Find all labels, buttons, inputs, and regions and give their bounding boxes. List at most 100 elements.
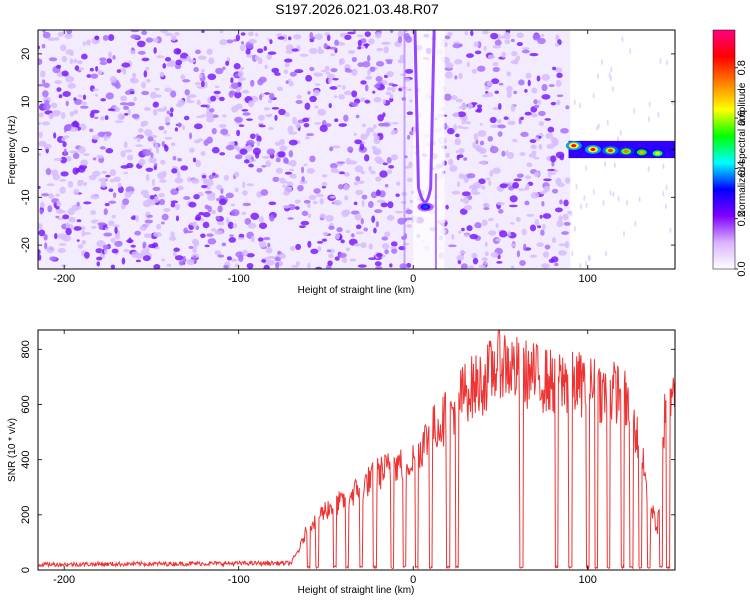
spectrogram-cell (255, 32, 259, 37)
spectrogram-cell (336, 84, 342, 88)
spectrogram-cell (215, 67, 224, 75)
spectrogram-cell (302, 117, 310, 123)
spectrogram-cell (99, 61, 108, 66)
spectrogram-cell (267, 99, 273, 104)
spectrogram-cell (149, 195, 155, 200)
spectrogram-cell (163, 106, 167, 111)
spectrogram-cell (306, 133, 315, 137)
spectrogram-cell (164, 87, 172, 93)
spectrogram-cell (152, 186, 161, 192)
spectrogram-cell (665, 184, 668, 191)
spectrogram-cell (247, 222, 257, 229)
snr-y-ticks: 0 200 400 600 800 (20, 340, 675, 573)
spectrogram-cell (521, 228, 527, 236)
spectrogram-cell (388, 165, 395, 169)
spectrogram-cell (174, 177, 184, 184)
spectrogram-y-tick-label: 20 (20, 48, 32, 60)
spectrogram-cell (575, 183, 578, 190)
spectrogram-cell (363, 227, 369, 232)
spectrogram-cell (466, 225, 473, 232)
spectrogram-cell (530, 144, 537, 150)
spectrogram-cell (278, 260, 283, 267)
spectrogram-cell (482, 154, 488, 158)
spectrogram-cell (261, 155, 271, 159)
spectrogram-cell (101, 170, 108, 174)
spectrogram-cell (284, 112, 290, 117)
spectrogram-cell (142, 255, 151, 262)
spectrogram-cell (386, 86, 392, 91)
spectrogram-cell (361, 123, 366, 128)
spectrogram-cell (148, 243, 156, 249)
spectrogram-cell (155, 147, 160, 154)
spectrogram-cell (601, 58, 604, 65)
spectrogram-cell (532, 33, 541, 41)
spectrogram-cell (206, 116, 215, 123)
spectrogram-cell (406, 88, 413, 92)
spectrogram-cell (268, 92, 275, 100)
spectrogram-cell (323, 42, 328, 50)
spectrogram-y-tick-label: -10 (20, 189, 32, 205)
spectrogram-cell (95, 65, 99, 72)
spectrogram-cell (329, 146, 334, 152)
spectrogram-cell (451, 234, 455, 240)
spectrogram-cell (357, 39, 362, 47)
spectrogram-cell (489, 116, 497, 124)
spectrogram-cell (287, 36, 292, 41)
spectrogram-cell (671, 99, 674, 106)
spectrogram-cell (344, 195, 349, 201)
spectrogram-cell (509, 195, 518, 203)
spectrogram-cell (387, 201, 394, 209)
spectrogram-cell (195, 49, 201, 55)
spectrogram-cell (264, 92, 270, 95)
spectrogram-cell (396, 181, 401, 186)
spectrogram-cell (329, 163, 338, 169)
spectrogram-cell (183, 227, 189, 234)
spectrogram-y-label: Frequency (Hz) (7, 116, 18, 185)
spectrogram-cell (180, 74, 186, 80)
spectrogram-cell (130, 30, 140, 33)
spectrogram-cell (73, 226, 82, 231)
spectrogram-cell (143, 107, 152, 111)
spectrogram-cell (457, 125, 464, 129)
spectrogram-cell (542, 251, 550, 258)
spectrogram-cell (542, 213, 552, 219)
spectrogram-cell (38, 223, 43, 230)
spectrogram-cell (139, 224, 148, 231)
spectrogram-cell (67, 180, 74, 188)
spectrogram-cell (249, 79, 255, 87)
spectrogram-cell (541, 73, 551, 81)
spectrogram-cell (175, 59, 183, 66)
spectrogram-cell (263, 264, 270, 269)
spectrogram-cell (213, 90, 221, 95)
spectrogram-cell (202, 174, 206, 179)
spectrogram-cell (41, 121, 51, 126)
spectrogram-cell (192, 221, 198, 229)
spectrogram-cell (239, 148, 248, 155)
spectrogram-cell (56, 87, 62, 92)
spectrogram-cell (144, 129, 153, 137)
spectrogram-cell (580, 203, 583, 210)
spectrogram-cell (234, 187, 239, 193)
spectrogram-cell (269, 39, 273, 44)
spectrogram-cell (90, 194, 100, 200)
spectrogram-cell (200, 151, 206, 156)
spectrogram-cell (292, 116, 297, 125)
spectrogram-cell (386, 214, 395, 221)
spectrogram-cell (503, 116, 509, 120)
spectrogram-cell (536, 134, 540, 138)
spectrogram-cell (390, 130, 396, 136)
spectrogram-cell (261, 259, 267, 263)
spectrogram-cell (39, 209, 44, 215)
spectrogram-cell (197, 138, 204, 142)
spectrogram-cell (284, 171, 292, 175)
spectrogram-cell (236, 129, 241, 137)
spectrogram-cell (487, 217, 494, 222)
spectrogram-cell (247, 31, 254, 37)
spectrogram-cell (317, 245, 322, 252)
spectrogram-cell (38, 140, 47, 147)
spectrogram-cell (208, 174, 214, 180)
snr-frame (37, 329, 676, 571)
spectrogram-cell (142, 199, 152, 208)
spectrogram-cell (207, 73, 217, 81)
spectrogram-cell (354, 139, 363, 145)
